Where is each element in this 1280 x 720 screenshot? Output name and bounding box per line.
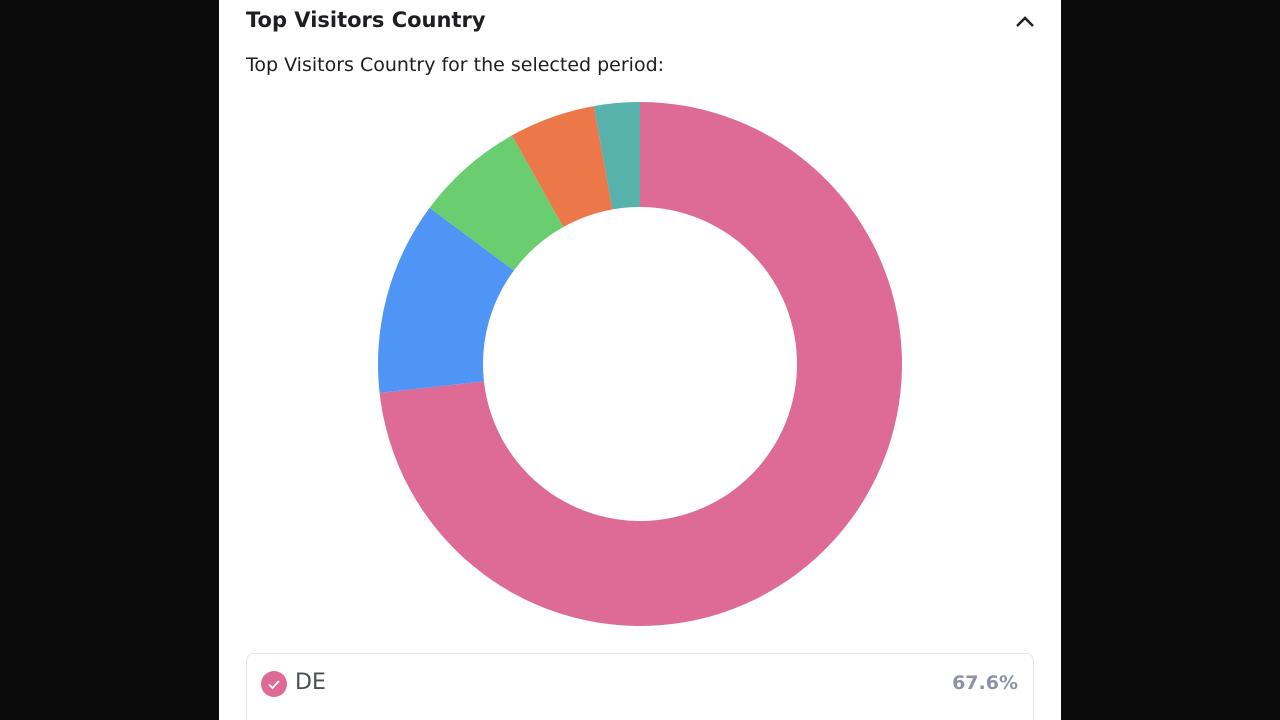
donut-chart [378,102,903,626]
legend-check[interactable] [261,671,287,697]
panel: Top Visitors Country Top Visitors Countr… [219,0,1061,720]
donut-slice[interactable] [593,102,640,210]
donut-slice[interactable] [511,106,613,228]
collapse-button[interactable] [1015,12,1035,32]
donut-slice[interactable] [379,102,903,626]
legend-item[interactable]: DE 67.6% [246,653,1034,720]
check-icon [268,680,280,690]
check-circle [261,671,287,697]
panel-title: Top Visitors Country [246,8,486,32]
legend-label: DE [295,670,326,695]
donut-slice[interactable] [429,135,564,271]
chevron-icon [1016,16,1034,27]
subtitle: Top Visitors Country for the selected pe… [246,54,665,76]
donut-slice[interactable] [378,207,514,393]
legend-value: 67.6% [952,672,1018,694]
